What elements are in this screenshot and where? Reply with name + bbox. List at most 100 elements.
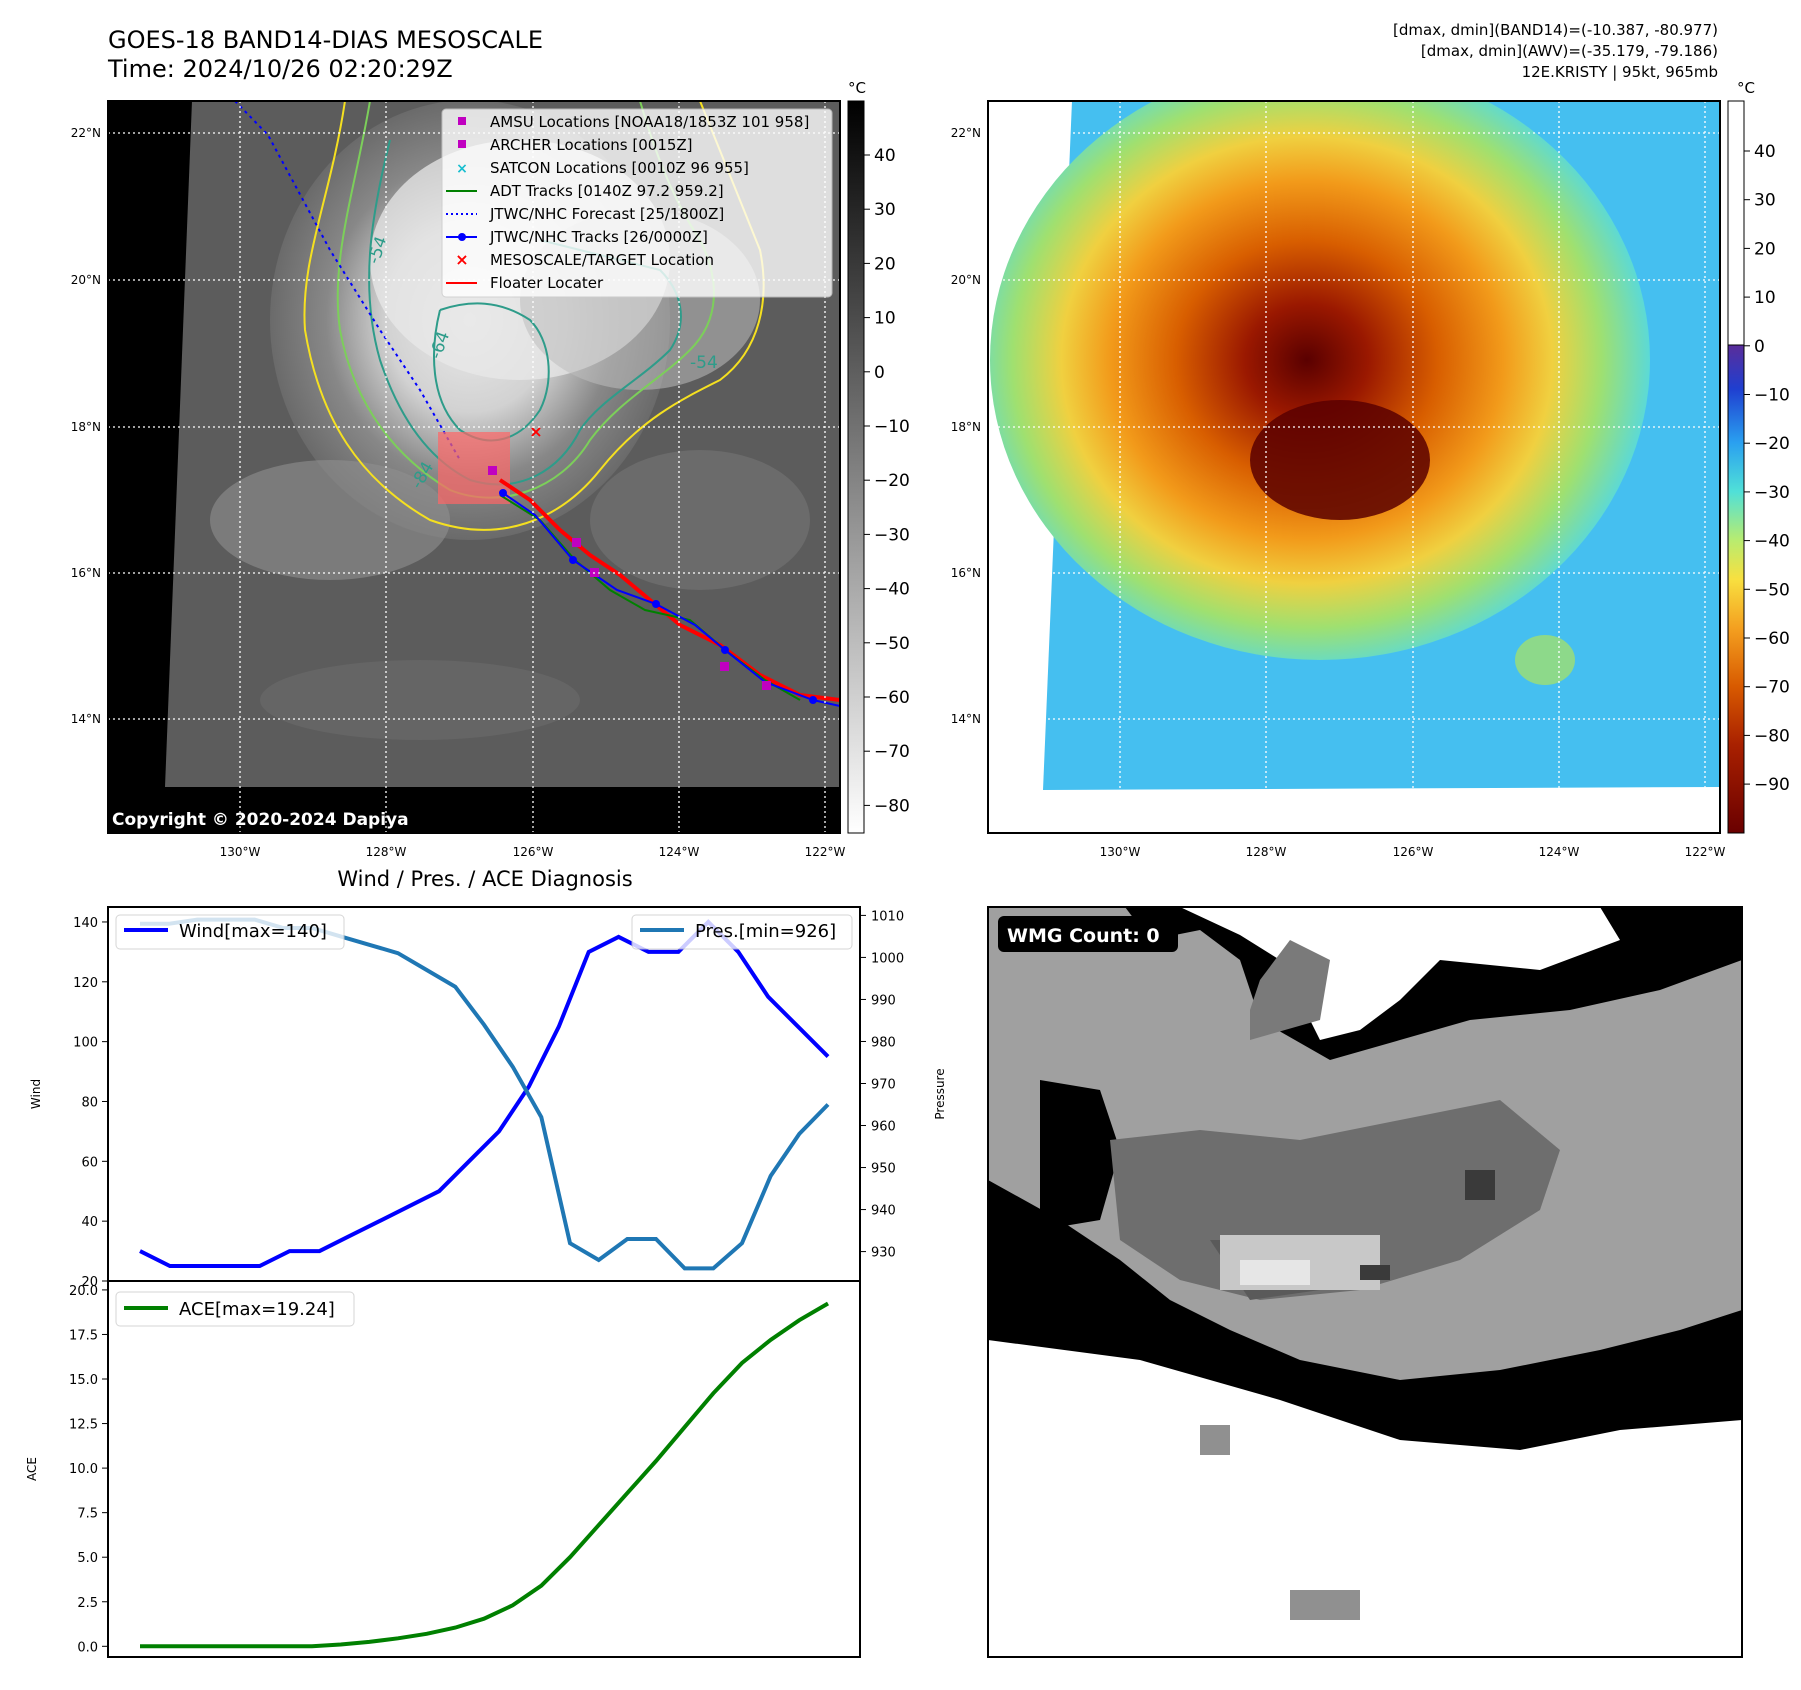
pressure-tick-label: 1000 (871, 951, 904, 966)
ir-map-frame (107, 100, 841, 834)
pressure-tick-label: 960 (871, 1120, 896, 1135)
ace-axes (107, 1280, 861, 1658)
colorbar-tick-label: 0 (1754, 337, 1765, 357)
ace-tick-label: 0.0 (77, 1640, 98, 1655)
colorbar-tick-label: −30 (874, 525, 910, 545)
lat-label: 22°N (951, 126, 981, 140)
colorbar-tick-label: −50 (1754, 580, 1790, 600)
ir-map-panel: × -54 -64 -54 -84 Copyright © 2020-2024 … (71, 79, 910, 859)
awv-colorbar-unit: °C (1737, 79, 1755, 97)
legend-marker-archer (458, 140, 466, 148)
colorbar-tick-label: −60 (874, 688, 910, 708)
colorbar-tick-label: −10 (874, 417, 910, 437)
floater-target-box (438, 432, 510, 504)
lon-label: 128°W (366, 845, 407, 859)
ace-tick-label: 5.0 (77, 1551, 98, 1566)
colorbar-tick-label: −40 (1754, 532, 1790, 552)
wind-tick-label: 40 (81, 1215, 98, 1230)
ace-tick-label: 15.0 (69, 1373, 98, 1388)
ir-lat-labels: 22°N 20°N 18°N 16°N 14°N (71, 126, 101, 726)
lat-label: 20°N (71, 273, 101, 287)
wind-tick-label: 100 (73, 1036, 98, 1051)
wind-tick-label: 20 (81, 1275, 98, 1290)
pressure-tick-label: 990 (871, 993, 896, 1008)
awv-map-panel: 22°N 20°N 18°N 16°N 14°N 130°W 128°W 126… (951, 79, 1790, 859)
ir-colorbar-ticks: 40 30 20 10 0 −10 −20 −30 −40 −50 −60 −70 −80 (864, 146, 910, 816)
wind-axis-label: Wind (29, 1079, 43, 1109)
pressure-tick-label: 930 (871, 1246, 896, 1261)
colorbar-tick-label: −20 (1754, 434, 1790, 454)
pressure-ticks: 930 940 950 960 970 980 990 1000 1010 (860, 909, 904, 1261)
wmg-frame (987, 906, 1743, 1658)
ace-tick-label: 2.5 (77, 1596, 98, 1611)
band14-range: [dmax, dmin](BAND14)=(-10.387, -80.977) (1393, 21, 1718, 39)
ir-colorbar-unit: °C (848, 79, 866, 97)
colorbar-tick-label: −40 (874, 580, 910, 600)
colorbar-tick-label: 40 (874, 146, 896, 166)
colorbar-tick-label: 10 (874, 309, 896, 329)
wmg-count-box (998, 916, 1178, 952)
ace-tick-label: 10.0 (69, 1462, 98, 1477)
legend-label: JTWC/NHC Tracks [26/0000Z] (489, 228, 708, 246)
ace-legend: ACE[max=19.24] (115, 1291, 355, 1327)
wmg-count-label: WMG Count: 0 (1007, 925, 1160, 947)
copyright-text: Copyright © 2020-2024 Dapiya (112, 810, 409, 830)
lat-label: 18°N (71, 420, 101, 434)
colorbar-tick-label: −20 (874, 471, 910, 491)
pressure-tick-label: 980 (871, 1035, 896, 1050)
legend-label: MESOSCALE/TARGET Location (490, 251, 714, 269)
ir-lon-labels: 130°W 128°W 126°W 124°W 122°W (220, 845, 846, 859)
pressure-series-line (140, 917, 830, 1271)
figure-time: Time: 2024/10/26 02:20:29Z (108, 55, 453, 83)
pressure-legend: Pres.[min=926] (631, 914, 853, 950)
ace-axis-label: ACE (25, 1457, 39, 1481)
awv-colorbar-upper (1727, 100, 1745, 346)
mesoscale-target-marker: × (529, 422, 542, 441)
lon-label: 124°W (1539, 845, 1580, 859)
ace-points (140, 1303, 828, 1646)
colorbar-tick-label: 40 (1754, 142, 1776, 162)
legend-label: ADT Tracks [0140Z 97.2 959.2] (490, 182, 724, 200)
pressure-axis-label: Pressure (933, 1068, 947, 1119)
lat-label: 22°N (71, 126, 101, 140)
lat-label: 14°N (951, 712, 981, 726)
awv-colorbar-lower (1727, 344, 1745, 834)
lat-label: 16°N (71, 566, 101, 580)
colorbar-tick-label: −70 (874, 742, 910, 762)
colorbar-tick-label: −10 (1754, 386, 1790, 406)
wmg-panel: WMG Count: 0 (987, 906, 1743, 1658)
colorbar-tick-label: 10 (1754, 288, 1776, 308)
diagnosis-title: Wind / Pres. / ACE Diagnosis (337, 867, 632, 891)
jtwc-forecast-line (234, 101, 461, 461)
awv-map-frame (987, 100, 1721, 834)
figure-title: GOES-18 BAND14-DIAS MESOSCALE (108, 26, 544, 54)
colorbar-tick-label: −60 (1754, 629, 1790, 649)
lat-label: 16°N (951, 566, 981, 580)
legend-marker-target: × (455, 250, 468, 269)
colorbar-tick-label: −30 (1754, 483, 1790, 503)
wind-tick-label: 120 (73, 976, 98, 991)
legend-marker-amsu (458, 117, 466, 125)
legend-label: Floater Locater (490, 274, 604, 292)
colorbar-tick-label: 30 (874, 200, 896, 220)
wind-legend: Wind[max=140] (115, 914, 345, 950)
wind-legend-label: Wind[max=140] (179, 921, 327, 942)
awv-cloud-shield (990, 101, 1650, 660)
awv-colorbar-ticks: 40 30 20 10 0 −10 −20 −30 −40 −50 −60 −70 −80 −90 (1744, 142, 1790, 795)
pressure-points (140, 920, 828, 1269)
colorbar-tick-label: −70 (1754, 678, 1790, 698)
wind-ticks: 20 40 60 80 100 120 140 (73, 916, 108, 1290)
pressure-legend-label: Pres.[min=926] (695, 921, 836, 942)
wind-points (140, 922, 828, 1266)
jtwc-track (502, 492, 840, 707)
lat-label: 20°N (951, 273, 981, 287)
awv-lon-labels: 130°W 128°W 126°W 124°W 122°W (1100, 845, 1726, 859)
colorbar-tick-label: −50 (874, 634, 910, 654)
ace-tick-label: 20.0 (69, 1284, 98, 1299)
wind-series-line (139, 919, 830, 1268)
lon-label: 130°W (1100, 845, 1141, 859)
ir-colorbar (847, 100, 865, 834)
pressure-tick-label: 1010 (871, 909, 904, 924)
ace-tick-label: 17.5 (69, 1328, 98, 1343)
